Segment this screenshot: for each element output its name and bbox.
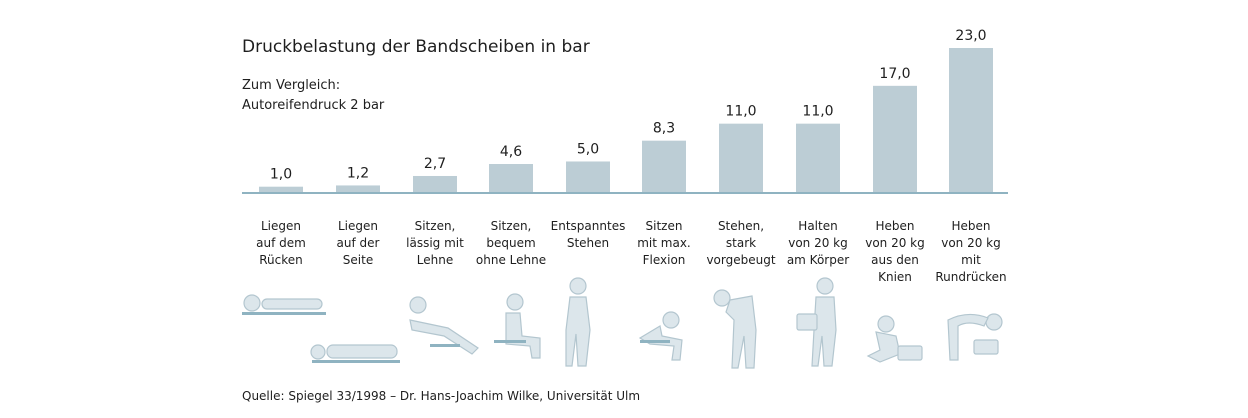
category-label-10: Heben von 20 kg mit Rundrücken <box>935 219 1006 284</box>
bar-5 <box>566 161 610 193</box>
holding-weight-icon <box>796 277 837 367</box>
category-labels-group: Liegen auf dem Rücken Liegen auf der Seite Sit… <box>256 219 1006 284</box>
value-label-9: 17,0 <box>879 66 910 82</box>
lifting-round-back-icon <box>947 313 1003 361</box>
value-labels-group: 1,0 1,2 2,7 4,6 5,0 8,3 11,0 11,0 17,0 23,0 <box>270 28 987 183</box>
sitting-upright-icon <box>494 293 541 359</box>
lying-on-side-icon <box>310 344 400 363</box>
value-label-3: 2,7 <box>424 156 446 172</box>
bar-4 <box>489 164 533 193</box>
sitting-bent-forward-icon <box>638 311 683 361</box>
value-label-2: 1,2 <box>347 165 369 181</box>
bar-2 <box>336 185 380 193</box>
lying-on-back-icon <box>242 294 326 315</box>
value-label-1: 1,0 <box>270 167 292 183</box>
comparison-note-line-2: Autoreifendruck 2 bar <box>242 98 385 113</box>
category-label-4: Sitzen, bequem ohne Lehne <box>476 219 546 267</box>
bar-10 <box>949 48 993 193</box>
value-label-8: 11,0 <box>802 104 833 120</box>
comparison-note-line-1: Zum Vergleich: <box>242 78 340 93</box>
bar-1 <box>259 186 303 193</box>
bar-3 <box>413 175 457 193</box>
sitting-reclined-icon <box>409 296 479 355</box>
bar-7 <box>719 123 763 193</box>
value-label-4: 4,6 <box>500 144 522 160</box>
category-label-3: Sitzen, lässig mit Lehne <box>406 219 464 267</box>
category-label-8: Halten von 20 kg am Körper <box>787 219 849 267</box>
pictograms-group <box>242 277 1003 369</box>
chart-title: Druckbelastung der Bandscheiben in bar <box>242 37 590 57</box>
category-label-5: Entspanntes Stehen <box>551 219 626 250</box>
value-label-10: 23,0 <box>955 28 986 44</box>
category-label-2: Liegen auf der Seite <box>337 219 380 267</box>
value-label-7: 11,0 <box>725 104 756 120</box>
lifting-from-knees-icon <box>866 315 923 363</box>
category-label-1: Liegen auf dem Rücken <box>256 219 306 267</box>
standing-relaxed-icon <box>565 277 591 367</box>
standing-bent-forward-icon <box>713 289 757 369</box>
bar-8 <box>796 123 840 193</box>
category-label-7: Stehen, stark vorgebeugt <box>706 219 775 267</box>
category-label-9: Heben von 20 kg aus den Knien <box>865 219 925 284</box>
category-label-6: Sitzen mit max. Flexion <box>637 219 691 267</box>
bars-group <box>259 48 993 193</box>
bar-9 <box>873 85 917 193</box>
bar-6 <box>642 140 686 193</box>
value-label-5: 5,0 <box>577 141 599 157</box>
value-label-6: 8,3 <box>653 121 675 137</box>
source-note: Quelle: Spiegel 33/1998 – Dr. Hans-Joach… <box>242 389 640 403</box>
